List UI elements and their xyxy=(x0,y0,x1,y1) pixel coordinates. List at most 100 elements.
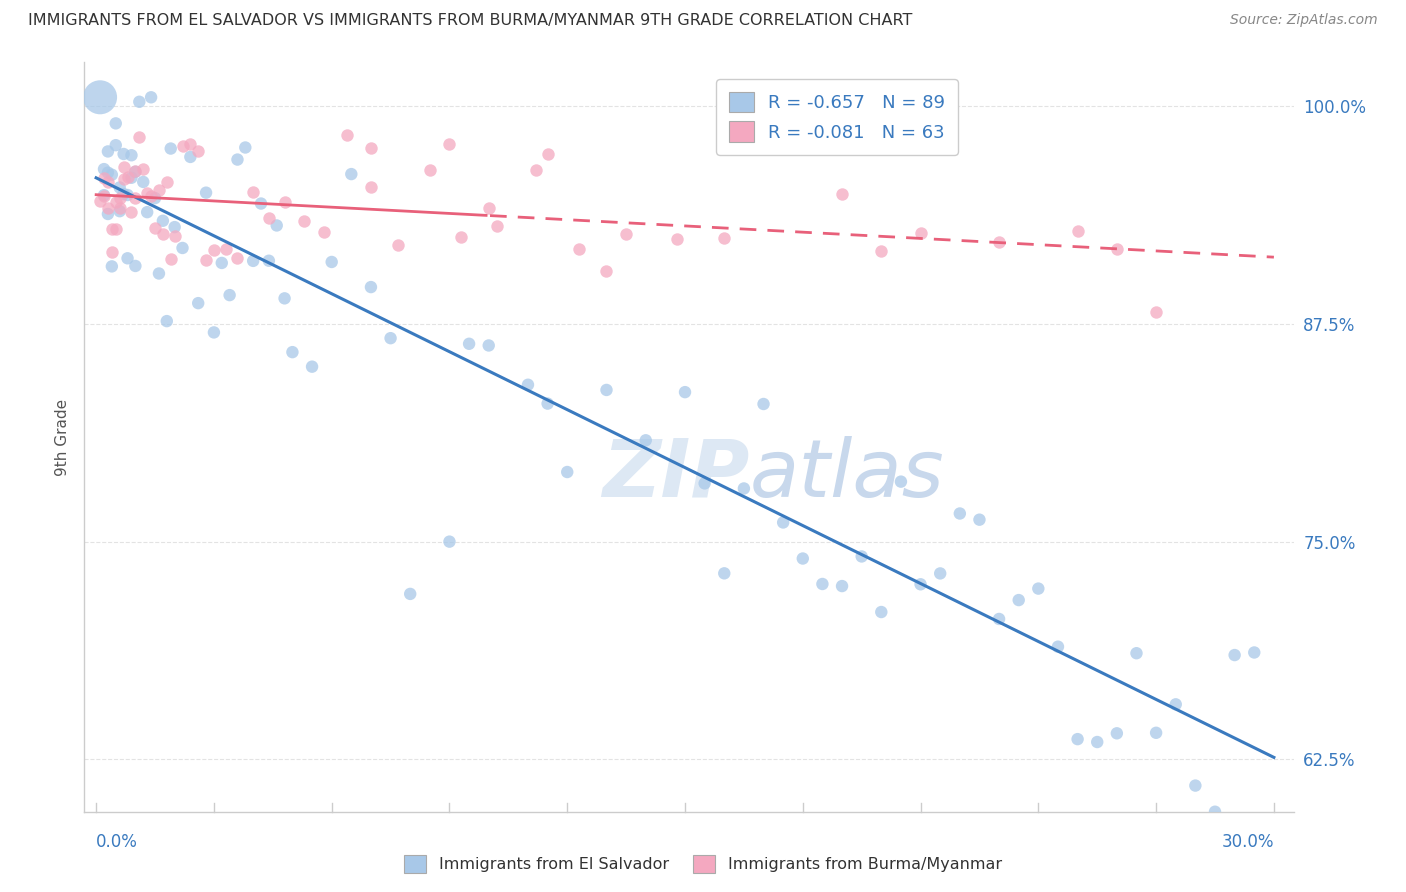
Point xyxy=(148,267,170,281)
Point xyxy=(458,336,481,351)
Point xyxy=(1066,224,1088,238)
Point xyxy=(340,167,363,181)
Point xyxy=(97,175,120,189)
Point xyxy=(112,187,135,202)
Point xyxy=(450,230,472,244)
Point xyxy=(124,165,146,179)
Point xyxy=(536,396,558,410)
Point xyxy=(163,220,186,235)
Point xyxy=(148,183,170,197)
Point xyxy=(97,145,120,159)
Point xyxy=(380,331,402,345)
Point xyxy=(831,579,853,593)
Point xyxy=(104,116,127,130)
Point xyxy=(226,251,249,265)
Point xyxy=(124,191,146,205)
Point xyxy=(360,141,382,155)
Point xyxy=(233,140,256,154)
Point xyxy=(890,475,912,489)
Point xyxy=(713,231,735,245)
Point xyxy=(108,191,131,205)
Point xyxy=(250,196,273,211)
Point xyxy=(226,153,249,167)
Point xyxy=(172,241,194,255)
Point xyxy=(101,222,124,236)
Point xyxy=(1046,640,1069,654)
Text: ZIP: ZIP xyxy=(602,435,749,514)
Point xyxy=(156,175,179,189)
Point xyxy=(988,612,1011,626)
Point xyxy=(179,150,201,164)
Point xyxy=(870,605,893,619)
Point xyxy=(321,255,343,269)
Point xyxy=(517,377,540,392)
Point xyxy=(93,188,115,202)
Point xyxy=(152,227,174,241)
Point xyxy=(693,476,716,491)
Point xyxy=(301,359,323,374)
Point xyxy=(1066,732,1088,747)
Point xyxy=(93,188,115,202)
Point xyxy=(1184,779,1206,793)
Point xyxy=(614,227,637,241)
Point xyxy=(257,211,280,226)
Point xyxy=(949,507,972,521)
Point xyxy=(257,253,280,268)
Point xyxy=(97,201,120,215)
Point xyxy=(97,207,120,221)
Point xyxy=(179,136,201,151)
Point xyxy=(485,219,508,233)
Point xyxy=(1223,648,1246,662)
Point xyxy=(152,213,174,227)
Point xyxy=(121,204,143,219)
Point xyxy=(101,168,124,182)
Point xyxy=(93,162,115,177)
Point xyxy=(143,220,166,235)
Point xyxy=(108,201,131,215)
Point xyxy=(831,187,853,202)
Point xyxy=(132,175,155,189)
Point xyxy=(143,191,166,205)
Point xyxy=(536,146,558,161)
Point xyxy=(360,280,382,294)
Point xyxy=(163,228,186,243)
Point xyxy=(713,566,735,581)
Point xyxy=(1105,726,1128,740)
Point xyxy=(124,259,146,273)
Point xyxy=(595,264,617,278)
Point xyxy=(128,129,150,144)
Point xyxy=(752,397,775,411)
Point xyxy=(195,253,218,268)
Point xyxy=(1105,242,1128,256)
Point xyxy=(851,549,873,564)
Point xyxy=(634,434,657,448)
Point xyxy=(1125,646,1147,660)
Point xyxy=(336,128,359,142)
Point xyxy=(910,577,932,591)
Point xyxy=(187,145,209,159)
Point xyxy=(139,189,162,203)
Point xyxy=(242,185,264,199)
Point xyxy=(1144,726,1167,740)
Point xyxy=(108,180,131,194)
Point xyxy=(156,314,179,328)
Point xyxy=(117,252,139,266)
Point xyxy=(1243,645,1265,659)
Point xyxy=(524,162,547,177)
Point xyxy=(1028,582,1050,596)
Point xyxy=(136,186,159,200)
Point xyxy=(101,245,124,260)
Point xyxy=(117,170,139,185)
Point xyxy=(117,188,139,202)
Point xyxy=(121,148,143,162)
Point xyxy=(988,235,1011,249)
Point xyxy=(89,90,111,104)
Point xyxy=(89,194,111,208)
Point xyxy=(1085,735,1108,749)
Point xyxy=(568,242,591,256)
Point xyxy=(1144,305,1167,319)
Legend: R = -0.657   N = 89, R = -0.081   N = 63: R = -0.657 N = 89, R = -0.081 N = 63 xyxy=(716,79,957,155)
Point xyxy=(1008,593,1031,607)
Point xyxy=(108,204,131,219)
Point xyxy=(215,242,238,256)
